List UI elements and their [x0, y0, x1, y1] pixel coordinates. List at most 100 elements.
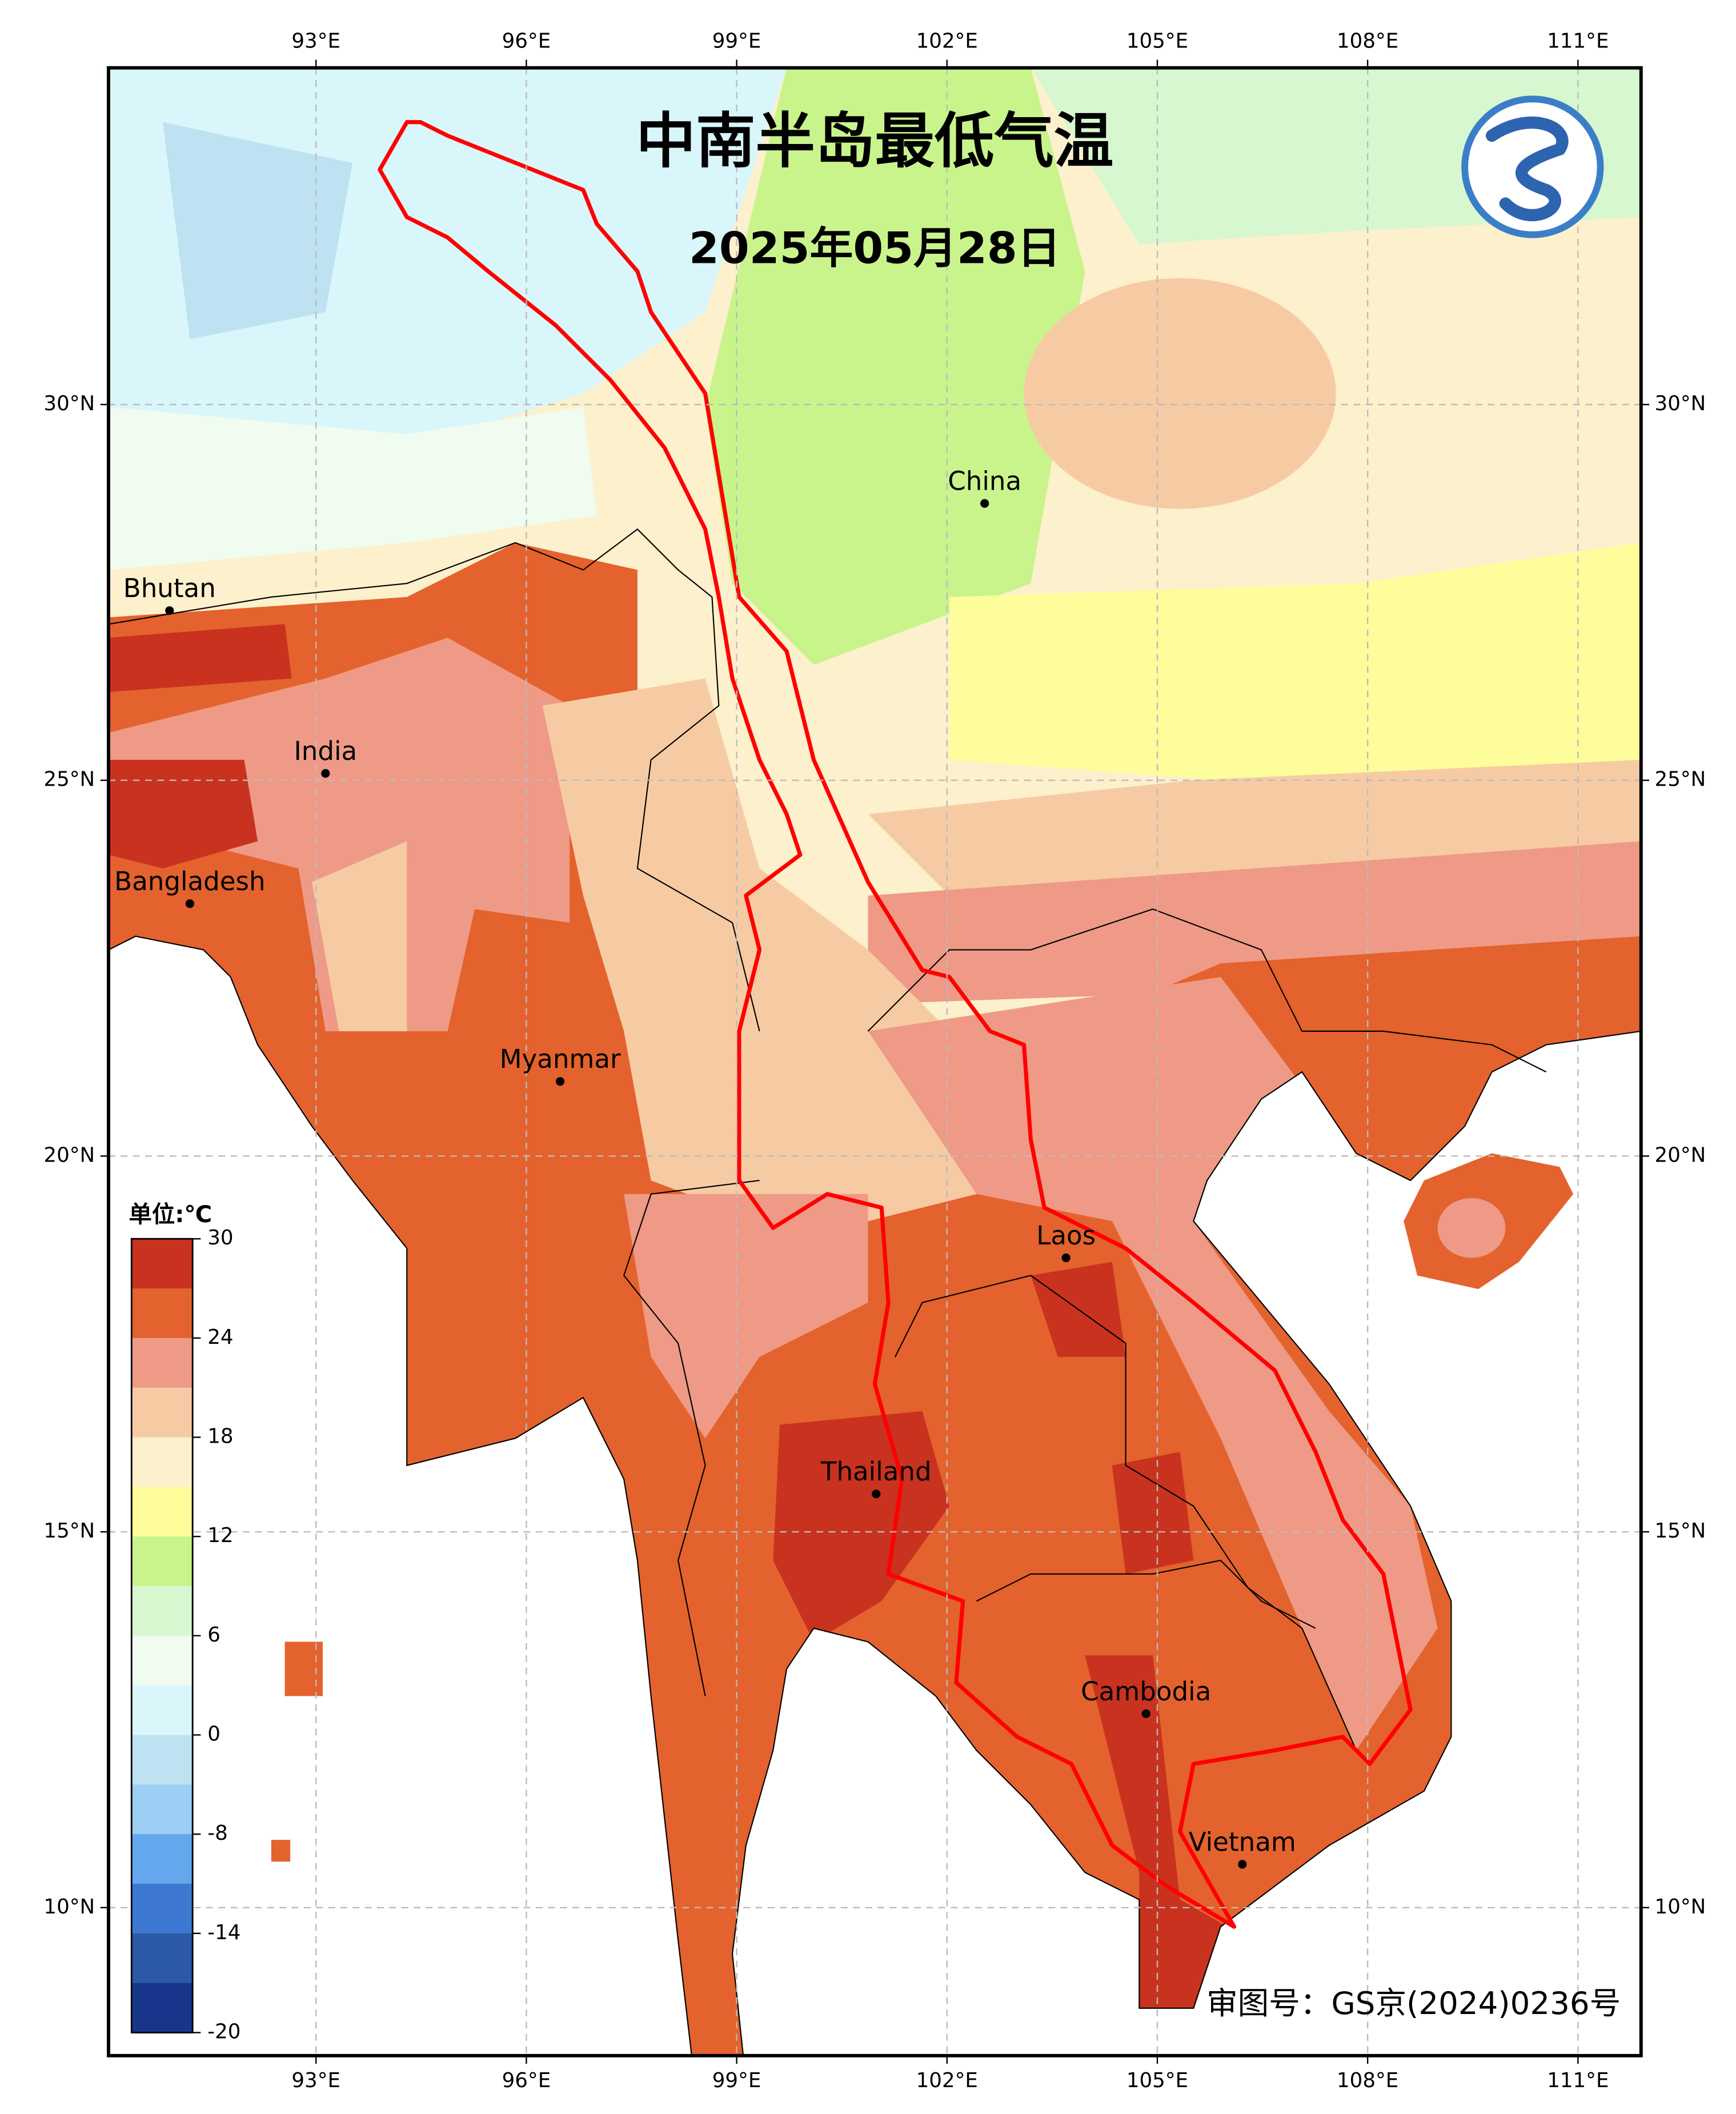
- place-label: China: [948, 466, 1021, 496]
- grid: 93°E 93°E 96°E 96°E 99°E 99°E 102°E 102°E 105°E 1…: [43, 30, 1706, 2092]
- place-dot: [185, 899, 194, 908]
- place-dot: [1141, 1709, 1150, 1719]
- approval-note: 审图号：GS京(2024)0236号: [1206, 1985, 1621, 2021]
- x-tick-label: 102°E: [916, 30, 978, 53]
- field-hot-thai: [773, 1411, 949, 1642]
- y-tick-label: 20°N: [43, 1143, 95, 1167]
- field-hainan-inner: [1437, 1198, 1506, 1258]
- place-dot: [321, 769, 330, 778]
- logo-glyph: [1485, 116, 1569, 222]
- coastline: [732, 1030, 1641, 2056]
- field-north-thai: [624, 1194, 868, 1439]
- place-dot: [872, 1490, 881, 1499]
- place-dot: [555, 1077, 565, 1086]
- x-tick-label: 105°E: [1126, 2069, 1188, 2092]
- logo: [1461, 95, 1604, 238]
- y-tick-label: 15°N: [1655, 1519, 1706, 1543]
- x-tick-label: 99°E: [712, 2069, 761, 2092]
- place-dot: [1238, 1860, 1247, 1869]
- x-tick-label: 93°E: [291, 30, 340, 53]
- legend-tick-label: 18: [207, 1425, 233, 1448]
- legend-tick-label: 30: [207, 1226, 233, 1250]
- x-tick-label: 99°E: [712, 30, 761, 53]
- x-tick-label: 111°E: [1547, 30, 1609, 53]
- legend-tick-label: 24: [207, 1326, 233, 1349]
- border-line: [867, 908, 1547, 1073]
- border-line: [623, 1180, 760, 1696]
- legend-tick-label: 0: [207, 1723, 220, 1746]
- place-label: Thailand: [820, 1456, 932, 1487]
- legend-swatch: [131, 1635, 193, 1686]
- place-dot: [165, 606, 174, 615]
- title: 中南半岛最低气温: [636, 106, 1114, 176]
- legend-swatch: [131, 1784, 193, 1835]
- field-warm-peach: [312, 841, 407, 1031]
- x-tick-label: 96°E: [502, 30, 551, 53]
- legend-swatch: [131, 1387, 193, 1438]
- legend-swatch: [131, 1239, 193, 1290]
- field-cool: [108, 407, 597, 570]
- field-warm-pink: [108, 638, 570, 1031]
- legend-tick-label: -20: [207, 2020, 240, 2044]
- x-tick-label: 102°E: [916, 2069, 978, 2092]
- basin-boundary: [378, 120, 1413, 1929]
- field-yellow: [949, 542, 1641, 780]
- legend: 30 24 18 12 6 0 -8 -14 -20: [130, 1226, 240, 2044]
- field-hot-east: [1112, 1452, 1194, 1574]
- place-dot: [1061, 1253, 1071, 1263]
- place-label: Laos: [1036, 1220, 1096, 1251]
- place-label: Myanmar: [500, 1044, 621, 1074]
- legend-swatch: [131, 1338, 193, 1388]
- y-tick-label: 15°N: [43, 1519, 95, 1543]
- legend-tick-label: -8: [207, 1821, 228, 1845]
- place-label: Vietnam: [1189, 1827, 1296, 1857]
- field-laos: [868, 976, 1438, 1751]
- y-tick-label: 20°N: [1655, 1143, 1706, 1167]
- x-tick-label: 108°E: [1337, 30, 1398, 53]
- legend-swatch: [131, 1437, 193, 1488]
- border-line: [976, 1559, 1316, 1629]
- field-green: [705, 67, 1085, 665]
- field-hot-mekong: [1085, 1655, 1228, 2008]
- legend-swatch: [131, 1983, 193, 2033]
- field-hot-bd: [108, 759, 258, 868]
- legend-unit: 单位:℃: [129, 1201, 213, 1228]
- field-hot-assam: [108, 624, 292, 692]
- place-dot: [980, 499, 989, 508]
- border-line: [895, 1275, 1357, 1751]
- place-label: Bhutan: [123, 573, 216, 603]
- place-label: India: [294, 736, 357, 766]
- border-line: [108, 528, 760, 1032]
- subtitle: 2025年05月28日: [689, 222, 1061, 273]
- x-tick-label: 108°E: [1337, 2069, 1398, 2092]
- legend-swatch: [131, 1685, 193, 1736]
- coastline: [108, 935, 692, 2056]
- places: Bhutan India Bangladesh Myanmar China Laos Tha…: [114, 466, 1296, 1869]
- legend-swatch: [131, 1933, 193, 1984]
- y-tick-label: 30°N: [1655, 392, 1706, 415]
- y-tick-label: 30°N: [43, 392, 95, 415]
- legend-swatch: [131, 1536, 193, 1587]
- x-tick-label: 105°E: [1126, 30, 1188, 53]
- legend-tick-label: 6: [207, 1623, 220, 1647]
- legend-swatch: [131, 1884, 193, 1935]
- legend-swatch: [131, 1834, 193, 1885]
- y-tick-label: 25°N: [1655, 768, 1706, 791]
- x-tick-label: 93°E: [291, 2069, 340, 2092]
- y-tick-label: 10°N: [43, 1895, 95, 1919]
- field-basin: [1024, 278, 1336, 509]
- legend-swatch: [131, 1487, 193, 1538]
- legend-tick-label: 12: [207, 1524, 233, 1547]
- x-tick-label: 96°E: [502, 2069, 551, 2092]
- place-label: Bangladesh: [114, 866, 265, 896]
- legend-swatch: [131, 1288, 193, 1339]
- field-colder: [162, 122, 353, 339]
- legend-swatch: [131, 1586, 193, 1637]
- legend-swatch: [131, 1735, 193, 1785]
- borders: [108, 528, 1641, 2056]
- y-tick-label: 10°N: [1655, 1895, 1706, 1919]
- plot-frame: [106, 66, 1643, 2057]
- legend-tick-label: -14: [207, 1921, 240, 1944]
